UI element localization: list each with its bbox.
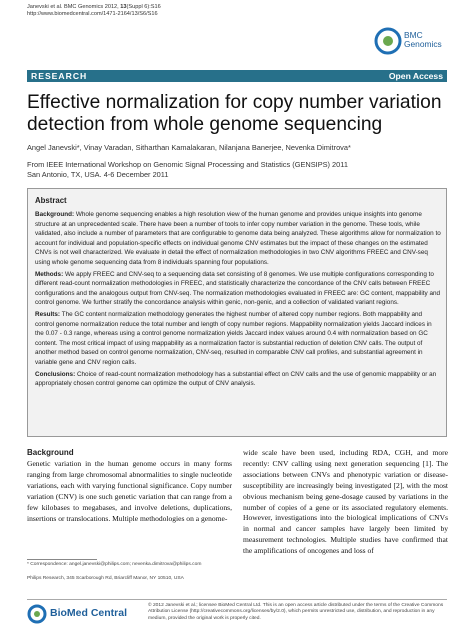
authors: Angel Janevski*, Vinay Varadan, Sitharth… <box>27 143 351 152</box>
access-label: Open Access <box>388 71 443 81</box>
source: San Antonio, TX, USA. 4-6 December 2011 <box>27 170 169 179</box>
abstract-heading: Abstract <box>35 196 67 205</box>
rule <box>27 559 97 560</box>
abstract-section: Methods: We apply FREEC and CNV-seq to a… <box>35 270 441 308</box>
citation-text: Janevski et al. BMC Genomics 2012, <box>27 4 121 10</box>
affiliation: Philips Research, 345 Scarborough Rd, Br… <box>27 576 184 581</box>
body-column: wide scale have been used, including RDA… <box>243 448 448 556</box>
section-text: Whole genome sequencing enables a high r… <box>35 211 441 266</box>
section-label: Methods: <box>35 270 64 278</box>
citation: Janevski et al. BMC Genomics 2012, 13(Su… <box>27 4 161 11</box>
body-column: Genetic variation in the human genome oc… <box>27 459 232 523</box>
citation-text: (Suppl 6):S16 <box>126 4 161 10</box>
section-text: We apply FREEC and CNV-seq to a sequenci… <box>35 270 441 307</box>
abstract-section: Background: Whole genome sequencing enab… <box>35 210 441 267</box>
abstract-text: Background: Whole genome sequencing enab… <box>35 210 441 391</box>
source: From IEEE International Workshop on Geno… <box>27 160 348 169</box>
logo-icon <box>34 611 40 617</box>
abstract-section: Conclusions: Choice of read-count normal… <box>35 370 441 389</box>
section-text: Choice of read-count normalization metho… <box>35 370 437 388</box>
license: © 2012 Janevski et al.; licensee BioMed … <box>148 603 444 621</box>
volume: 13 <box>120 4 127 10</box>
section-text: The GC content normalization methodology… <box>35 311 432 366</box>
section-heading: Background <box>27 448 74 457</box>
publisher-name: BioMed Central <box>50 607 128 619</box>
article-type: RESEARCH <box>31 71 88 81</box>
section-label: Results: <box>35 311 61 318</box>
abstract-box: Abstract Background: Whole genome sequen… <box>27 188 447 437</box>
publisher-icon <box>27 604 47 624</box>
section-label: Background: <box>35 211 75 218</box>
rule <box>27 599 447 600</box>
correspondence: * Correspondence: angel.janevski@philips… <box>27 562 202 567</box>
url: http://www.biomedcentral.com/1471-2164/1… <box>27 11 158 17</box>
logo-icon <box>383 36 393 46</box>
abstract-section: Results: The GC content normalization me… <box>35 310 441 367</box>
article-bar: RESEARCH Open Access <box>27 70 447 82</box>
section-label: Conclusions: <box>35 370 76 378</box>
logo-icon <box>374 27 402 55</box>
journal-name: BMC Genomics <box>404 30 442 49</box>
logo-icon <box>27 604 47 624</box>
title: Effective normalization for copy number … <box>27 92 442 135</box>
journal-logo <box>374 27 402 55</box>
